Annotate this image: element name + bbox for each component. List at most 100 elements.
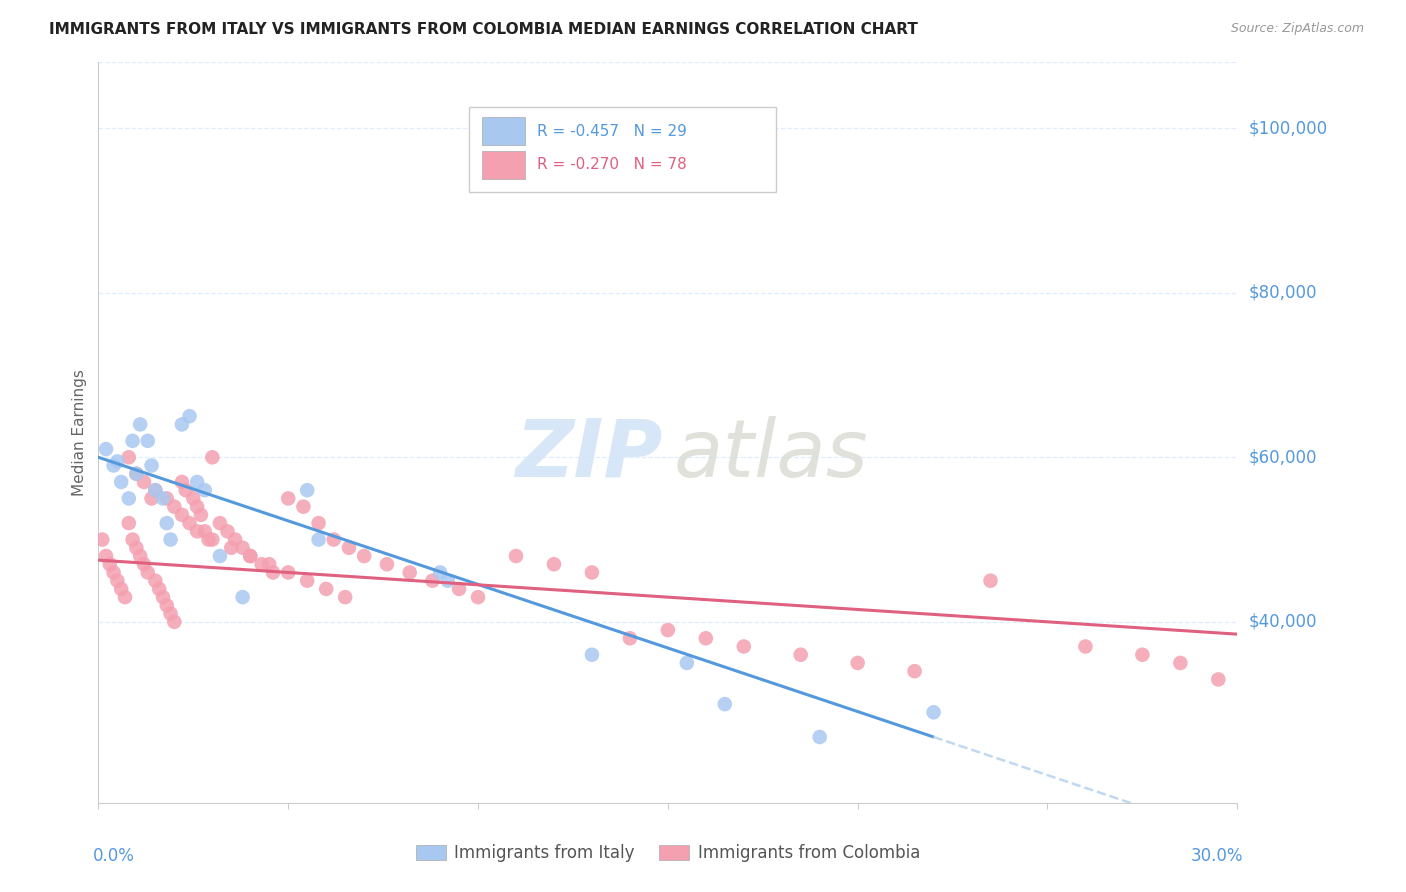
Point <box>221 541 243 555</box>
Point <box>194 483 217 498</box>
Point <box>156 491 179 506</box>
Point <box>297 574 319 588</box>
FancyBboxPatch shape <box>468 107 776 192</box>
Point <box>114 590 136 604</box>
Point <box>145 483 167 498</box>
Point <box>277 491 299 506</box>
Point <box>136 566 159 580</box>
Point <box>429 566 451 580</box>
Text: 30.0%: 30.0% <box>1191 847 1243 865</box>
Point <box>262 566 284 580</box>
Text: R = -0.457   N = 29: R = -0.457 N = 29 <box>537 124 686 139</box>
Legend: Immigrants from Italy, Immigrants from Colombia: Immigrants from Italy, Immigrants from C… <box>409 838 927 869</box>
Point <box>904 664 927 678</box>
Point <box>201 533 224 547</box>
Point <box>125 541 148 555</box>
Point <box>259 558 281 572</box>
Point <box>170 475 193 489</box>
Point <box>98 558 121 572</box>
Text: 0.0%: 0.0% <box>93 847 135 865</box>
Text: $60,000: $60,000 <box>1249 449 1317 467</box>
Point <box>107 454 129 468</box>
Point <box>118 516 141 530</box>
Text: R = -0.270   N = 78: R = -0.270 N = 78 <box>537 157 686 172</box>
Point <box>1132 648 1154 662</box>
Point <box>179 516 201 530</box>
Point <box>145 483 167 498</box>
Point <box>232 590 254 604</box>
Point <box>186 524 208 539</box>
Point <box>297 483 319 498</box>
Point <box>436 574 458 588</box>
Text: Source: ZipAtlas.com: Source: ZipAtlas.com <box>1230 22 1364 36</box>
Point <box>232 541 254 555</box>
FancyBboxPatch shape <box>482 151 526 178</box>
Point <box>94 442 117 456</box>
Point <box>250 558 273 572</box>
Point <box>186 500 208 514</box>
Y-axis label: Median Earnings: Median Earnings <box>72 369 87 496</box>
Point <box>125 467 148 481</box>
Point <box>1170 656 1192 670</box>
Point <box>110 475 132 489</box>
Point <box>107 574 129 588</box>
Text: $80,000: $80,000 <box>1249 284 1317 301</box>
Point <box>353 549 375 563</box>
Point <box>132 475 155 489</box>
Point <box>129 549 152 563</box>
Point <box>335 590 357 604</box>
Point <box>156 599 179 613</box>
Point <box>91 533 114 547</box>
Point <box>224 533 246 547</box>
Point <box>159 533 181 547</box>
Point <box>121 533 143 547</box>
Point <box>152 491 174 506</box>
Point <box>118 491 141 506</box>
Point <box>695 632 717 646</box>
Point <box>676 656 699 670</box>
Text: atlas: atlas <box>673 416 869 494</box>
Point <box>1208 673 1230 687</box>
Point <box>103 566 125 580</box>
Point <box>145 574 167 588</box>
Point <box>308 533 330 547</box>
Point <box>183 491 205 506</box>
Point <box>179 409 201 424</box>
Point <box>581 566 603 580</box>
Point <box>657 623 679 637</box>
Point <box>132 558 155 572</box>
Point <box>337 541 360 555</box>
Point <box>163 615 186 629</box>
Point <box>733 640 755 654</box>
Point <box>136 434 159 448</box>
Point <box>125 467 148 481</box>
Point <box>308 516 330 530</box>
Point <box>449 582 471 596</box>
Text: ZIP: ZIP <box>515 416 662 494</box>
Text: $100,000: $100,000 <box>1249 120 1327 137</box>
Point <box>118 450 141 465</box>
Point <box>239 549 262 563</box>
Point <box>239 549 262 563</box>
Point <box>190 508 212 522</box>
Point <box>422 574 444 588</box>
Point <box>1074 640 1097 654</box>
Point <box>315 582 337 596</box>
Point <box>186 475 208 489</box>
Point <box>979 574 1001 588</box>
Point <box>398 566 420 580</box>
Point <box>94 549 117 563</box>
Point <box>170 508 193 522</box>
Point <box>110 582 132 596</box>
Point <box>505 549 527 563</box>
Point <box>121 434 143 448</box>
Point <box>619 632 641 646</box>
Point <box>322 533 344 547</box>
Point <box>467 590 489 604</box>
Point <box>141 491 163 506</box>
Point <box>375 558 398 572</box>
Point <box>714 697 737 711</box>
Point <box>201 450 224 465</box>
Text: IMMIGRANTS FROM ITALY VS IMMIGRANTS FROM COLOMBIA MEDIAN EARNINGS CORRELATION CH: IMMIGRANTS FROM ITALY VS IMMIGRANTS FROM… <box>49 22 918 37</box>
Point <box>163 500 186 514</box>
